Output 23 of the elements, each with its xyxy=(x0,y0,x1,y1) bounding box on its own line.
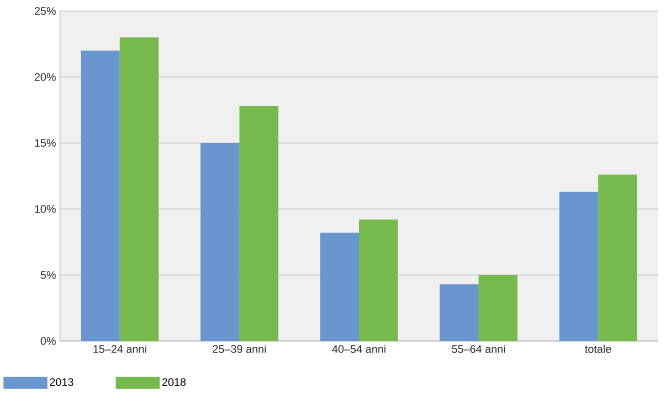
legend-label: 2013 xyxy=(50,378,74,386)
y-tick-label: 10% xyxy=(35,205,56,213)
bar xyxy=(239,106,278,341)
x-tick-label: 40–54 anni xyxy=(332,344,386,353)
bar xyxy=(80,50,120,341)
x-tick-label: 25–39 anni xyxy=(212,344,266,353)
bar xyxy=(559,192,598,341)
bar xyxy=(200,143,240,341)
bar xyxy=(478,275,518,341)
x-tick-label: 55–64 anni xyxy=(452,344,505,353)
bar xyxy=(359,220,398,341)
y-tick-label: 20% xyxy=(34,73,56,81)
y-tick-label: 15% xyxy=(35,139,56,147)
y-tick-label: 0% xyxy=(40,337,56,345)
y-tick-label: 25% xyxy=(34,7,56,15)
x-tick-label: 15–24 anni xyxy=(94,344,146,353)
x-tick-label: totale xyxy=(584,344,612,353)
y-tick-label: 5% xyxy=(40,271,56,279)
bar xyxy=(320,232,359,341)
bar xyxy=(120,37,159,341)
bar xyxy=(440,284,479,341)
legend-label: 2018 xyxy=(162,378,186,386)
bar xyxy=(598,174,638,341)
